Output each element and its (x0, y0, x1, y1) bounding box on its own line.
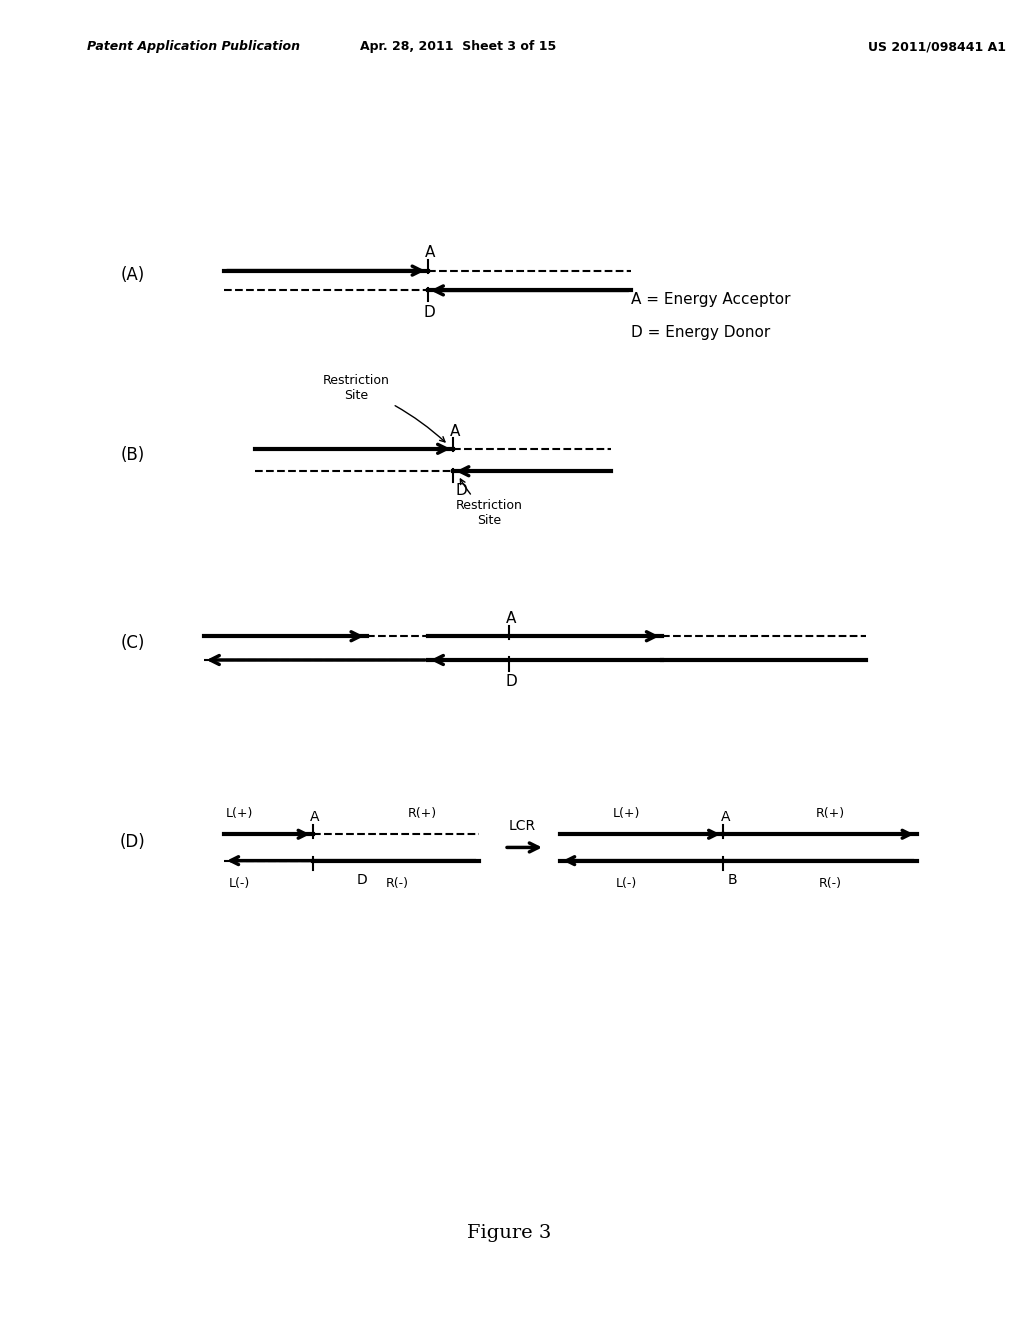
Text: L(-): L(-) (228, 876, 250, 890)
Text: (C): (C) (120, 634, 144, 652)
Text: R(+): R(+) (815, 807, 845, 820)
Text: B: B (727, 874, 737, 887)
Text: L(+): L(+) (612, 807, 640, 820)
Text: A: A (506, 611, 516, 626)
Text: A = Energy Acceptor: A = Energy Acceptor (632, 292, 791, 306)
Text: R(-): R(-) (386, 876, 409, 890)
Text: D: D (506, 675, 517, 689)
Text: Apr. 28, 2011  Sheet 3 of 15: Apr. 28, 2011 Sheet 3 of 15 (360, 40, 556, 53)
Text: A: A (721, 810, 730, 824)
Text: A: A (310, 810, 319, 824)
Text: Restriction
Site: Restriction Site (456, 479, 522, 527)
Text: A: A (451, 424, 461, 438)
Text: (A): (A) (120, 267, 144, 285)
Text: L(-): L(-) (615, 876, 637, 890)
Text: R(+): R(+) (409, 807, 437, 820)
Text: (B): (B) (120, 446, 144, 465)
Text: D = Energy Donor: D = Energy Donor (632, 325, 771, 339)
Text: LCR: LCR (509, 820, 536, 833)
Text: D: D (356, 874, 367, 887)
Text: L(+): L(+) (225, 807, 253, 820)
Text: US 2011/098441 A1: US 2011/098441 A1 (868, 40, 1006, 53)
Text: Patent Application Publication: Patent Application Publication (87, 40, 300, 53)
Text: R(-): R(-) (818, 876, 842, 890)
Text: A: A (425, 246, 435, 260)
Text: D: D (456, 483, 467, 498)
Text: (D): (D) (120, 833, 145, 851)
Text: D: D (424, 305, 435, 319)
Text: Restriction
Site: Restriction Site (323, 374, 445, 442)
Text: Figure 3: Figure 3 (467, 1224, 552, 1242)
